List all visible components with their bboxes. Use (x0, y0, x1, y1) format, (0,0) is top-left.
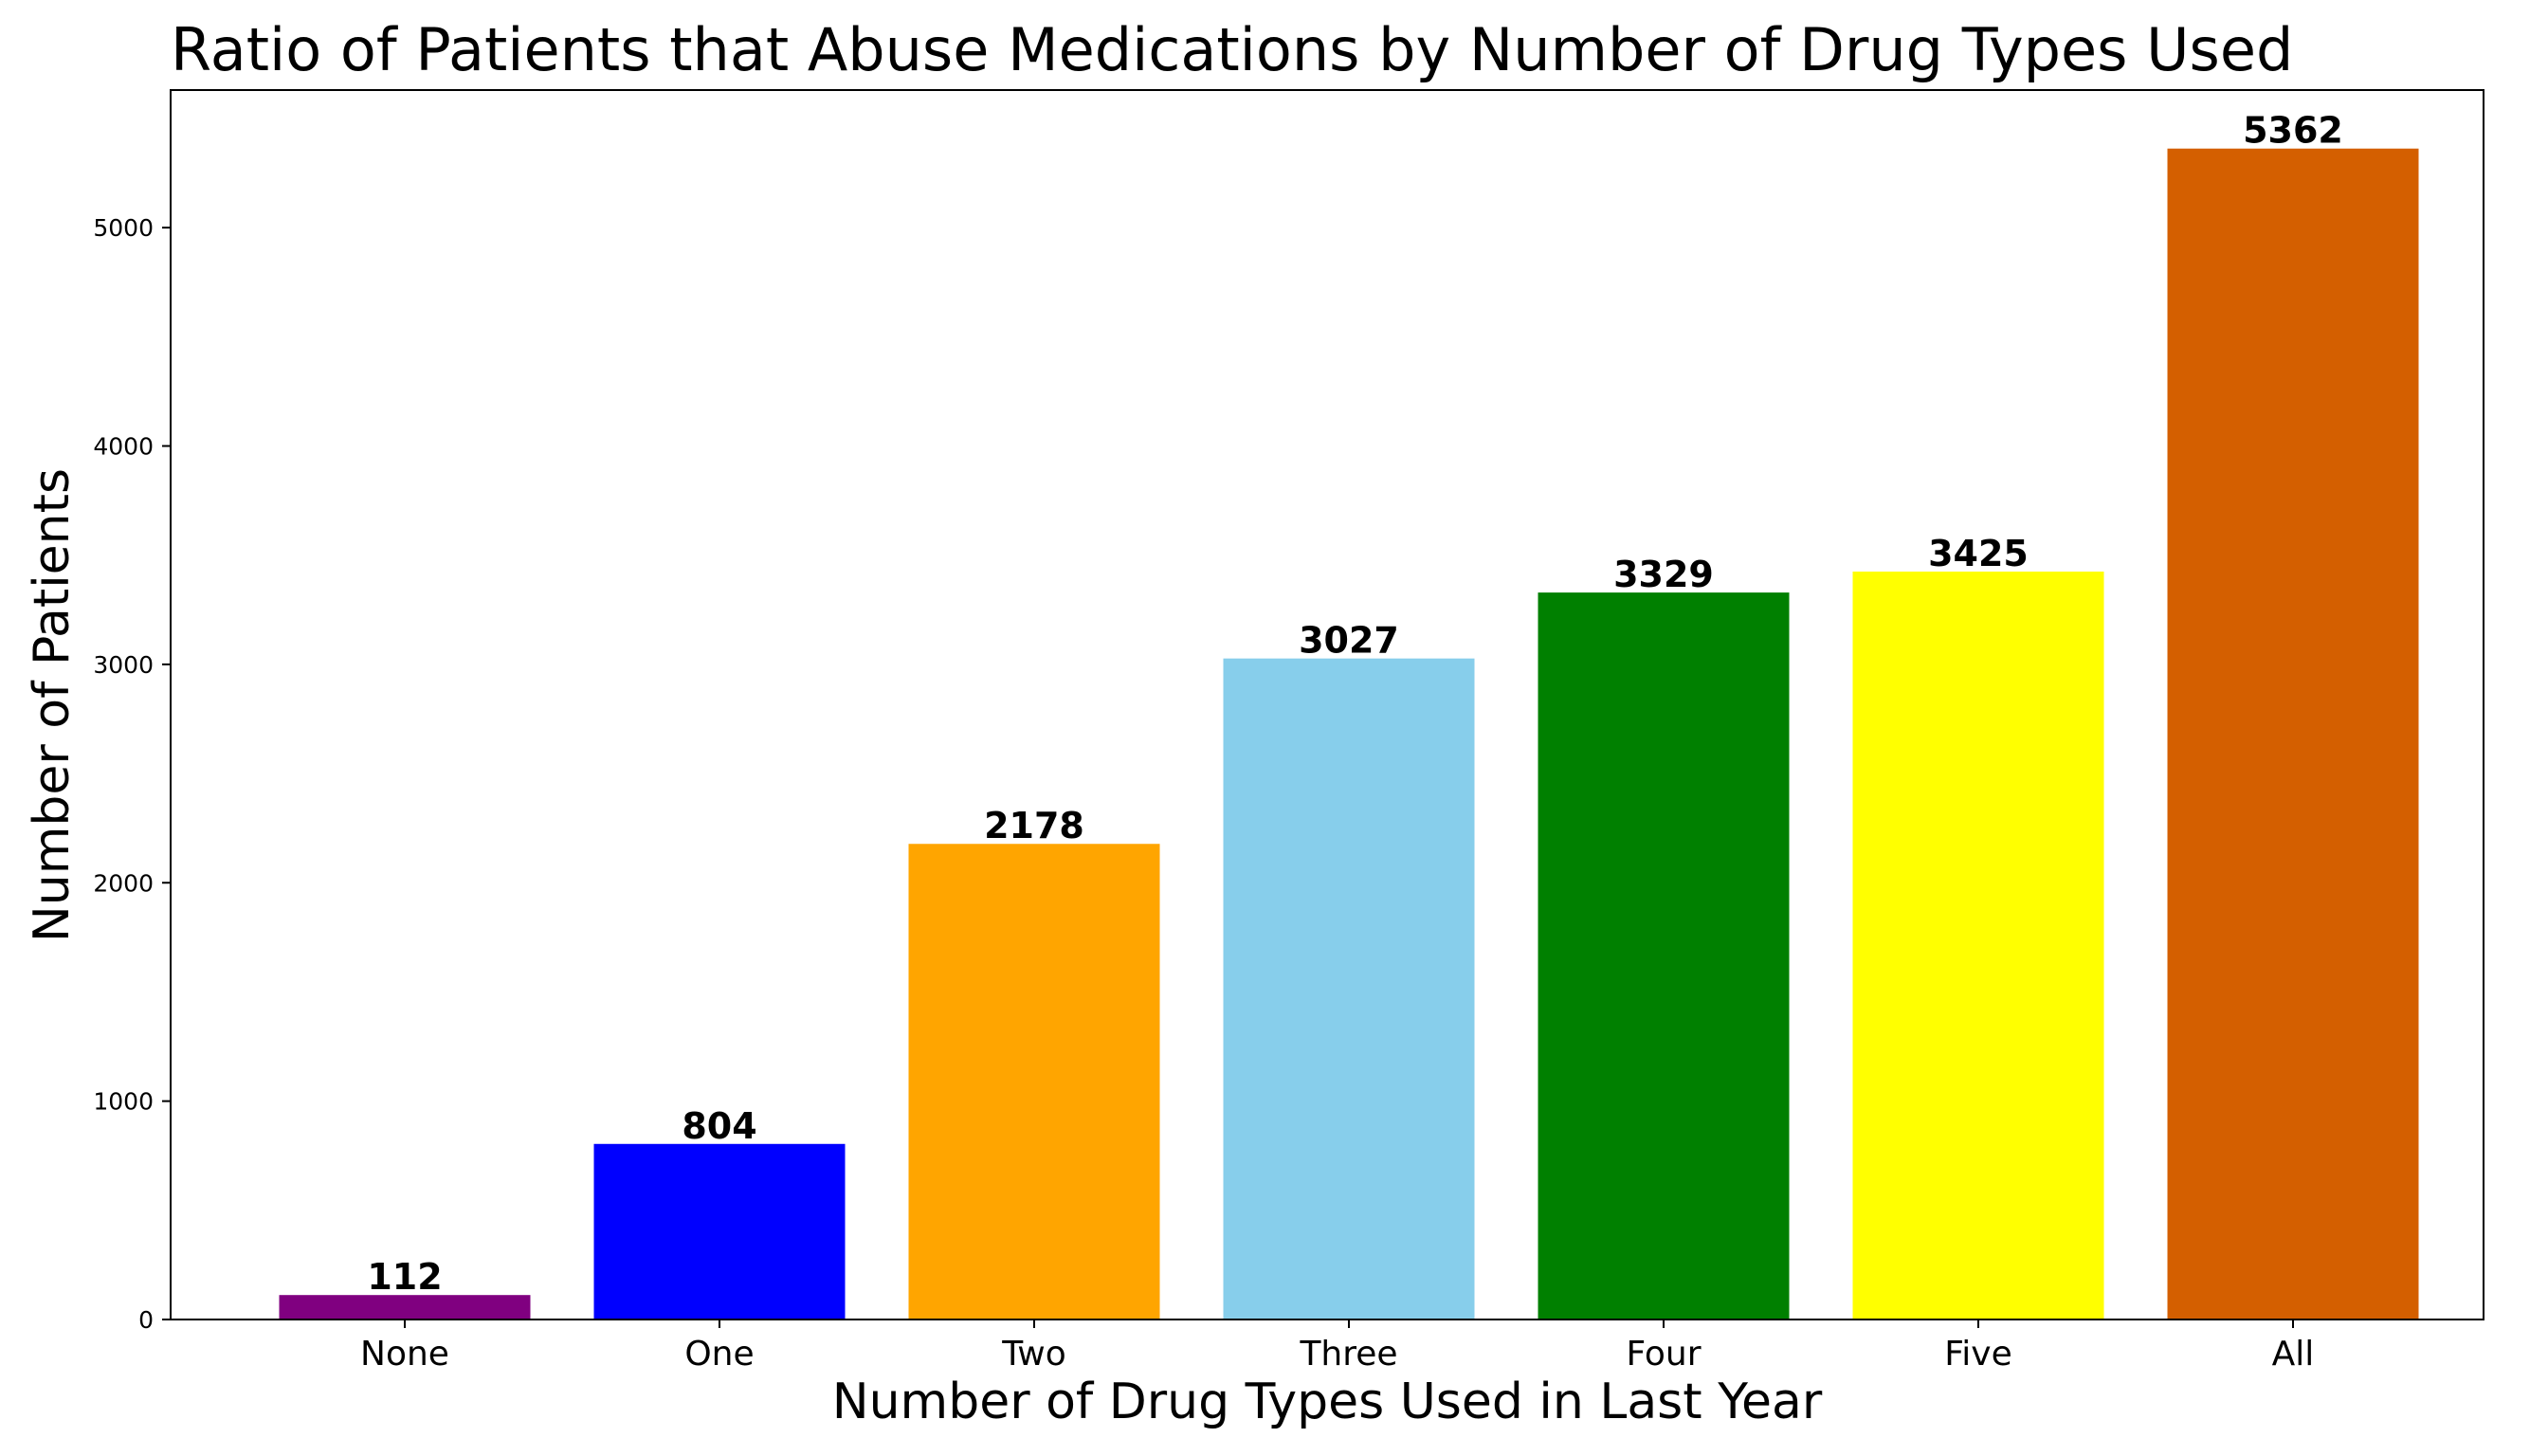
bar-value-label: 112 (367, 1256, 442, 1298)
chart-title: Ratio of Patients that Abuse Medications… (171, 15, 2293, 84)
bar-all (2167, 148, 2419, 1320)
bar-value-label: 3329 (1613, 554, 1714, 595)
y-tick-label: 1000 (93, 1088, 154, 1116)
y-tick-label: 2000 (93, 869, 154, 897)
x-axis-label: Number of Drug Types Used in Last Year (832, 1374, 1823, 1430)
y-tick-label: 0 (138, 1306, 154, 1334)
bar-value-label: 804 (682, 1105, 756, 1147)
bar-one (593, 1143, 846, 1320)
bar-none (279, 1295, 531, 1320)
y-tick-label: 3000 (93, 651, 154, 679)
bars-group (279, 148, 2419, 1320)
bar-value-label: 3027 (1299, 620, 1399, 662)
y-axis-label: Number of Patients (24, 468, 81, 942)
x-tick-label: Four (1626, 1335, 1701, 1374)
bar-five (1852, 571, 2104, 1320)
x-tick-label: Five (1944, 1335, 2012, 1374)
bar-value-label: 2178 (984, 805, 1084, 846)
value-labels-group: 112 804 2178 3027 3329 3425 5362 (367, 110, 2343, 1298)
x-axis: None One Two Three Four Five All (360, 1320, 2314, 1374)
y-axis: 0 1000 2000 3000 4000 5000 (93, 214, 171, 1334)
y-tick-label: 5000 (93, 214, 154, 242)
bar-two (908, 844, 1160, 1320)
bar-three (1223, 658, 1475, 1320)
x-tick-label: Two (1001, 1335, 1066, 1374)
bar-value-label: 5362 (2243, 110, 2343, 152)
y-tick-label: 4000 (93, 433, 154, 461)
x-tick-label: None (360, 1335, 449, 1374)
bar-four (1538, 592, 1790, 1320)
x-tick-label: Three (1299, 1335, 1397, 1374)
x-tick-label: One (684, 1335, 754, 1374)
x-tick-label: All (2272, 1335, 2315, 1374)
bar-value-label: 3425 (1928, 533, 2029, 574)
plot-area-frame (170, 89, 2484, 1320)
